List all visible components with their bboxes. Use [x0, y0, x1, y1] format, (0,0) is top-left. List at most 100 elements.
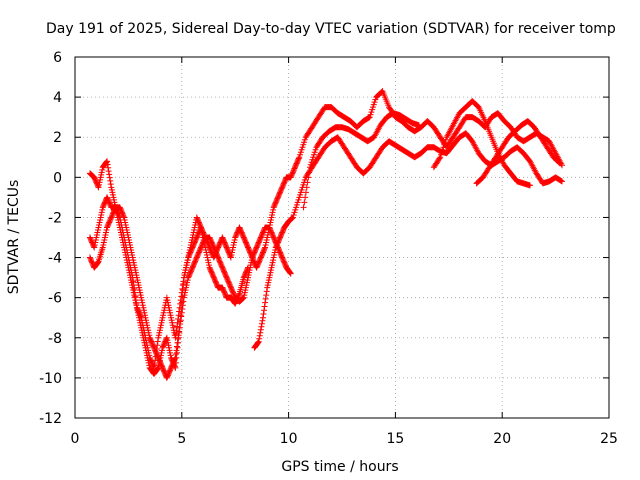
data-point — [210, 244, 217, 251]
data-point — [164, 339, 171, 346]
data-point — [125, 237, 132, 244]
data-point — [96, 219, 103, 226]
data-point — [300, 181, 307, 188]
data-point — [121, 216, 128, 223]
data-point — [151, 344, 158, 351]
data-point — [279, 229, 286, 236]
data-point — [159, 317, 166, 324]
data-point — [159, 344, 166, 351]
data-point — [267, 216, 274, 223]
data-point — [218, 263, 225, 270]
data-point — [96, 221, 103, 228]
data-point — [135, 307, 142, 314]
data-point — [182, 289, 189, 296]
data-point — [289, 170, 296, 177]
data-point — [108, 213, 115, 220]
data-point — [107, 216, 114, 223]
data-point — [164, 297, 171, 304]
data-point — [107, 215, 114, 222]
data-point — [310, 151, 317, 158]
data-point — [241, 235, 248, 242]
data-point — [245, 274, 252, 281]
data-point — [121, 247, 128, 254]
data-point — [145, 329, 152, 336]
data-point — [223, 274, 230, 281]
data-point — [216, 240, 223, 247]
data-point — [172, 331, 179, 338]
data-point — [257, 234, 264, 241]
data-point — [287, 270, 294, 277]
data-point — [88, 238, 95, 245]
data-point — [255, 259, 262, 266]
data-point — [558, 177, 565, 184]
data-point — [369, 104, 376, 111]
data-point — [190, 262, 197, 269]
data-point — [97, 174, 104, 181]
data-point — [269, 230, 276, 237]
data-point — [124, 259, 131, 266]
data-point — [87, 255, 94, 262]
data-point — [268, 264, 275, 271]
data-point — [232, 233, 239, 240]
data-point — [273, 242, 280, 249]
data-point — [148, 359, 155, 366]
data-point — [278, 230, 285, 237]
data-point — [415, 122, 422, 129]
data-point — [266, 224, 273, 231]
data-point — [231, 292, 238, 299]
data-point — [256, 258, 263, 265]
data-point — [158, 349, 165, 356]
data-point — [250, 252, 257, 259]
data-point — [272, 244, 279, 251]
data-point — [222, 270, 229, 277]
data-point — [166, 307, 173, 314]
data-point — [154, 353, 161, 360]
data-point — [214, 252, 221, 259]
data-point — [166, 347, 173, 354]
data-point — [257, 329, 264, 336]
data-point — [163, 294, 170, 301]
data-point — [116, 224, 123, 231]
data-point — [138, 297, 145, 304]
data-point — [271, 201, 278, 208]
data-point — [288, 215, 295, 222]
data-point — [242, 238, 249, 245]
data-point — [152, 348, 159, 355]
data-point — [165, 304, 172, 311]
data-point — [98, 169, 105, 176]
data-point — [280, 258, 287, 265]
data-point — [246, 267, 253, 274]
data-point — [278, 253, 285, 260]
data-point — [207, 237, 214, 244]
data-point — [156, 358, 163, 365]
data-point — [369, 106, 376, 113]
data-point — [278, 231, 285, 238]
data-point — [198, 244, 205, 251]
data-point — [219, 265, 226, 272]
data-point — [173, 347, 180, 354]
data-point — [259, 314, 266, 321]
data-point — [281, 179, 288, 186]
data-point — [88, 258, 95, 265]
data-point — [301, 136, 308, 143]
data-point — [179, 285, 186, 292]
data-point — [215, 243, 222, 250]
data-point — [305, 174, 312, 181]
data-point — [169, 322, 176, 329]
data-point — [212, 278, 219, 285]
data-point — [212, 248, 219, 255]
data-point — [149, 341, 156, 348]
data-point — [137, 292, 144, 299]
data-point — [218, 262, 225, 269]
x-tick-label: 25 — [600, 431, 618, 447]
data-point — [257, 326, 264, 333]
data-point — [240, 294, 247, 301]
data-point — [196, 247, 203, 254]
data-point — [171, 357, 178, 364]
data-point — [173, 349, 180, 356]
data-point — [270, 206, 277, 213]
data-point — [131, 262, 138, 269]
data-point — [105, 221, 112, 228]
data-point — [259, 249, 266, 256]
data-point — [244, 243, 251, 250]
